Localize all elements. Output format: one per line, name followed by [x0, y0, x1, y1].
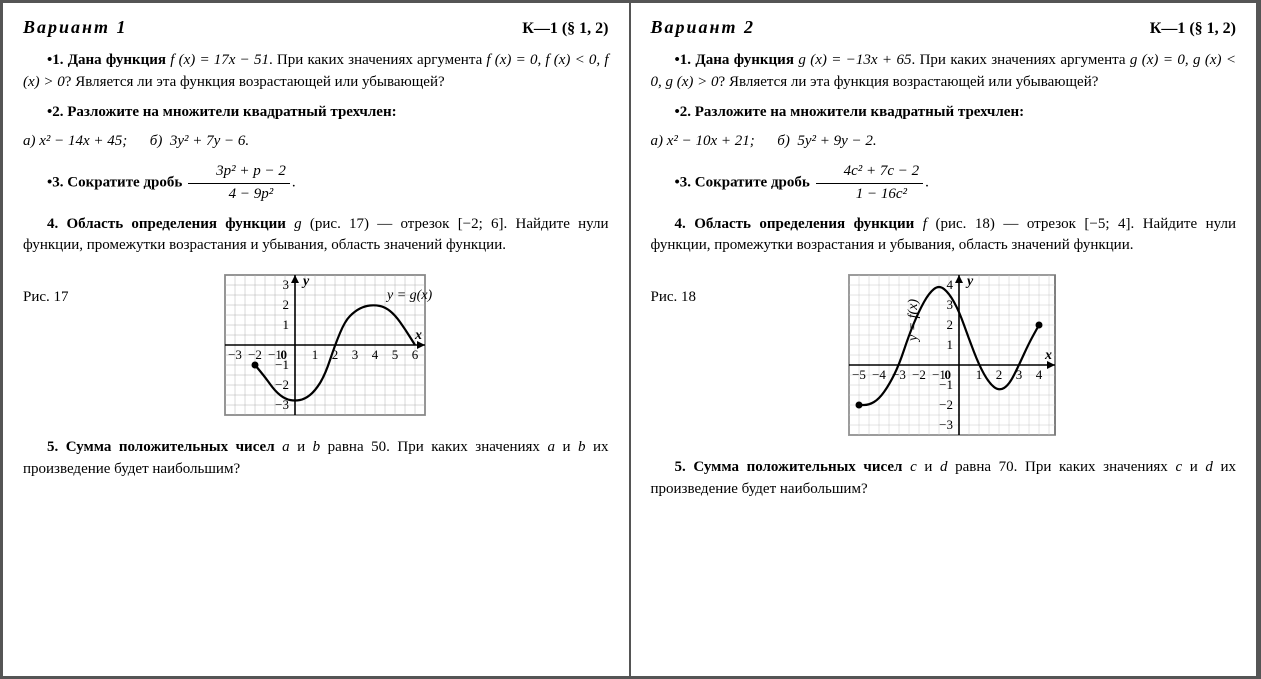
v2-fig-label: Рис. 18 — [651, 289, 697, 306]
v1-problem-5: 5. Сумма положительных чисел a и b равна… — [23, 437, 609, 481]
svg-text:5: 5 — [391, 347, 398, 362]
svg-text:2: 2 — [996, 367, 1003, 382]
v1-problem-4: 4. Область определения функции g (рис. 1… — [23, 214, 609, 258]
v1-p1-func: f (x) = 17x − 51 — [170, 52, 269, 68]
svg-text:4: 4 — [371, 347, 378, 362]
v2-p1-pre: •1. Дана функция — [675, 52, 799, 68]
v1-p5-and2: и — [555, 439, 578, 455]
v1-fig-label: Рис. 17 — [23, 289, 69, 306]
svg-text:1: 1 — [947, 337, 954, 352]
v2-p1-post2: ? Является ли эта функция возрастающей и… — [719, 74, 1099, 90]
svg-text:−2: −2 — [912, 367, 926, 382]
v2-problem-4: 4. Область определения функции f (рис. 1… — [651, 214, 1237, 258]
v1-p4-t1: 4. Область определения функции — [47, 216, 294, 232]
header-1: Вариант 1 К—1 (§ 1, 2) — [23, 17, 609, 38]
svg-text:4: 4 — [947, 277, 954, 292]
v1-p1-post1: . При каких значениях аргумента — [269, 52, 486, 68]
v1-chart: −3−2−1123456−3−2−11230yxy = g(x) — [215, 265, 475, 425]
variant-2-ref: К—1 (§ 1, 2) — [1150, 20, 1236, 38]
v2-p3-den: 1 − 16c² — [816, 184, 924, 206]
svg-text:x: x — [414, 328, 422, 343]
v2-problem-1: •1. Дана функция g (x) = −13x + 65. При … — [651, 50, 1237, 94]
header-2: Вариант 2 К—1 (§ 1, 2) — [651, 17, 1237, 38]
v2-p4-t1: 4. Область определения функции — [675, 216, 923, 232]
variant-1-ref: К—1 (§ 1, 2) — [522, 20, 608, 38]
svg-text:−3: −3 — [939, 417, 953, 432]
v1-p5-t1: 5. Сумма положительных чисел — [47, 439, 282, 455]
svg-text:y = f(x): y = f(x) — [906, 299, 921, 343]
svg-text:−3: −3 — [228, 347, 242, 362]
v1-p3-fraction: 3p² + p − 2 4 − 9p² — [188, 161, 290, 206]
v2-p2-lead: •2. Разложите на множители квадратный тр… — [675, 104, 1025, 120]
v1-problem-3: •3. Сократите дробь 3p² + p − 2 4 − 9p² … — [23, 161, 609, 206]
v2-p5-a: c — [910, 459, 917, 475]
v1-problem-2-lead: •2. Разложите на множители квадратный тр… — [23, 102, 609, 124]
svg-text:−2: −2 — [248, 347, 262, 362]
v2-p5-and: и — [917, 459, 940, 475]
svg-text:y: y — [965, 274, 974, 289]
v1-p4-g: g — [294, 216, 302, 232]
svg-text:3: 3 — [282, 277, 289, 292]
v1-p3-lead: •3. Сократите дробь — [47, 175, 182, 191]
v2-problem-2-items: а) x² − 10x + 21; б) 5y² + 9y − 2. — [651, 131, 1237, 153]
svg-text:−5: −5 — [852, 367, 866, 382]
v2-p2-a: а) x² − 10x + 21; — [651, 133, 755, 149]
v1-p3-num: 3p² + p − 2 — [188, 161, 290, 184]
v1-p3-tail: . — [292, 175, 296, 191]
v1-p2-a: а) x² − 14x + 45; — [23, 133, 127, 149]
v1-p2-lead: •2. Разложите на множители квадратный тр… — [47, 104, 397, 120]
svg-text:2: 2 — [282, 297, 289, 312]
variant-1-panel: Вариант 1 К—1 (§ 1, 2) •1. Дана функция … — [3, 3, 631, 676]
v1-problem-2-items: а) x² − 14x + 45; б) 3y² + 7y − 6. — [23, 131, 609, 153]
v2-p2-b: б) 5y² + 9y − 2. — [755, 133, 877, 149]
v2-problem-5: 5. Сумма положительных чисел c и d равна… — [651, 457, 1237, 501]
v2-problem-2-lead: •2. Разложите на множители квадратный тр… — [651, 102, 1237, 124]
v2-p3-num: 4c² + 7c − 2 — [816, 161, 924, 184]
v2-chart: −5−4−3−2−11234−3−2−112340yxy = f(x) — [839, 265, 1105, 445]
variant-2-panel: Вариант 2 К—1 (§ 1, 2) •1. Дана функция … — [631, 3, 1259, 676]
v1-p5-and: и — [290, 439, 313, 455]
svg-text:y = g(x): y = g(x) — [385, 288, 433, 303]
svg-text:3: 3 — [351, 347, 358, 362]
svg-text:0: 0 — [945, 367, 952, 382]
v2-p5-t2: равна 70. При каких значениях — [948, 459, 1176, 475]
v1-figure-wrap: Рис. 17 −3−2−1123456−3−2−11230yxy = g(x) — [23, 265, 609, 425]
v1-p5-a2: a — [547, 439, 555, 455]
v1-p5-t2: равна 50. При каких значениях — [320, 439, 547, 455]
v2-p3-tail: . — [925, 175, 929, 191]
svg-text:2: 2 — [947, 317, 954, 332]
svg-text:x: x — [1044, 348, 1052, 363]
v2-p5-b2: d — [1205, 459, 1213, 475]
svg-text:−4: −4 — [872, 367, 886, 382]
variant-1-title: Вариант 1 — [23, 17, 128, 38]
svg-text:−2: −2 — [275, 377, 289, 392]
v2-p3-lead: •3. Сократите дробь — [675, 175, 810, 191]
variant-2-title: Вариант 2 — [651, 17, 756, 38]
v2-p5-and2: и — [1182, 459, 1205, 475]
v1-p2-b: б) 3y² + 7y − 6. — [127, 133, 249, 149]
v1-p1-pre: •1. Дана функция — [47, 52, 170, 68]
v1-p3-den: 4 − 9p² — [188, 184, 290, 206]
v2-problem-3: •3. Сократите дробь 4c² + 7c − 2 1 − 16c… — [651, 161, 1237, 206]
v2-figure-wrap: Рис. 18 −5−4−3−2−11234−3−2−112340yxy = f… — [651, 265, 1237, 445]
svg-text:−2: −2 — [939, 397, 953, 412]
v2-p5-b: d — [940, 459, 948, 475]
v2-p3-fraction: 4c² + 7c − 2 1 − 16c² — [816, 161, 924, 206]
svg-text:1: 1 — [311, 347, 318, 362]
svg-text:1: 1 — [282, 317, 289, 332]
v1-problem-1: •1. Дана функция f (x) = 17x − 51. При к… — [23, 50, 609, 94]
v1-p5-a: a — [282, 439, 290, 455]
svg-text:y: y — [301, 274, 310, 289]
v2-p1-post1: . При каких значениях аргумента — [911, 52, 1129, 68]
v2-p1-func: g (x) = −13x + 65 — [798, 52, 911, 68]
v1-p1-post2: ? Является ли эта функция возрастающей и… — [65, 74, 445, 90]
svg-text:6: 6 — [411, 347, 418, 362]
svg-text:4: 4 — [1036, 367, 1043, 382]
svg-text:0: 0 — [280, 347, 287, 362]
v2-p5-t1: 5. Сумма положительных чисел — [675, 459, 911, 475]
